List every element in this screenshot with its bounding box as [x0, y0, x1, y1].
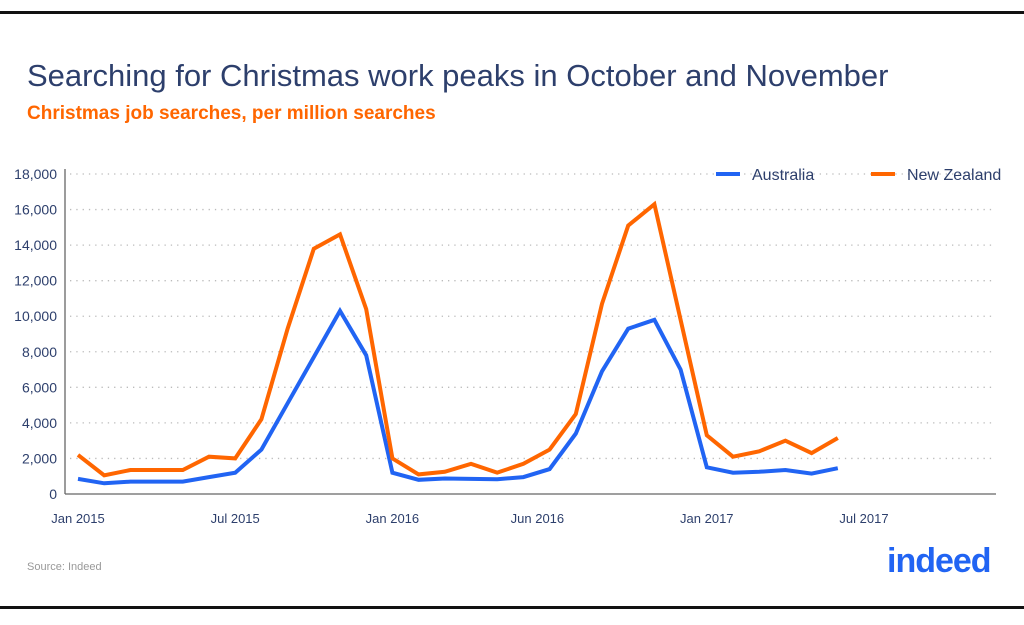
y-tick-label: 6,000	[22, 379, 57, 395]
x-tick-label: Jul 2015	[211, 511, 260, 526]
y-tick-label: 14,000	[14, 237, 57, 253]
chart-subtitle: Christmas job searches, per million sear…	[27, 103, 436, 124]
y-tick-label: 8,000	[22, 344, 57, 360]
series-line-australia	[77, 306, 839, 486]
y-tick-label: 10,000	[14, 308, 57, 324]
y-tick-label: 16,000	[14, 202, 57, 218]
source-note: Source: Indeed	[27, 561, 102, 573]
top-rule	[0, 11, 1024, 14]
series-line-new-zealand	[76, 200, 839, 478]
x-tick-label: Jul 2017	[839, 511, 888, 526]
chart-title: Searching for Christmas work peaks in Oc…	[27, 58, 889, 93]
y-tick-label: 18,000	[14, 166, 57, 182]
x-tick-label: Jan 2015	[51, 511, 105, 526]
x-tick-label: Jan 2017	[680, 511, 734, 526]
y-tick-label: 0	[49, 486, 57, 502]
indeed-logo: indeed	[887, 542, 992, 580]
legend-label: Australia	[752, 167, 814, 184]
y-tick-label: 2,000	[22, 450, 57, 466]
y-tick-label: 4,000	[22, 415, 57, 431]
y-tick-label: 12,000	[14, 273, 57, 289]
bottom-rule	[0, 606, 1024, 609]
x-tick-label: Jun 2016	[511, 511, 565, 526]
legend-label: New Zealand	[907, 167, 1001, 184]
x-tick-label: Jan 2016	[366, 511, 420, 526]
